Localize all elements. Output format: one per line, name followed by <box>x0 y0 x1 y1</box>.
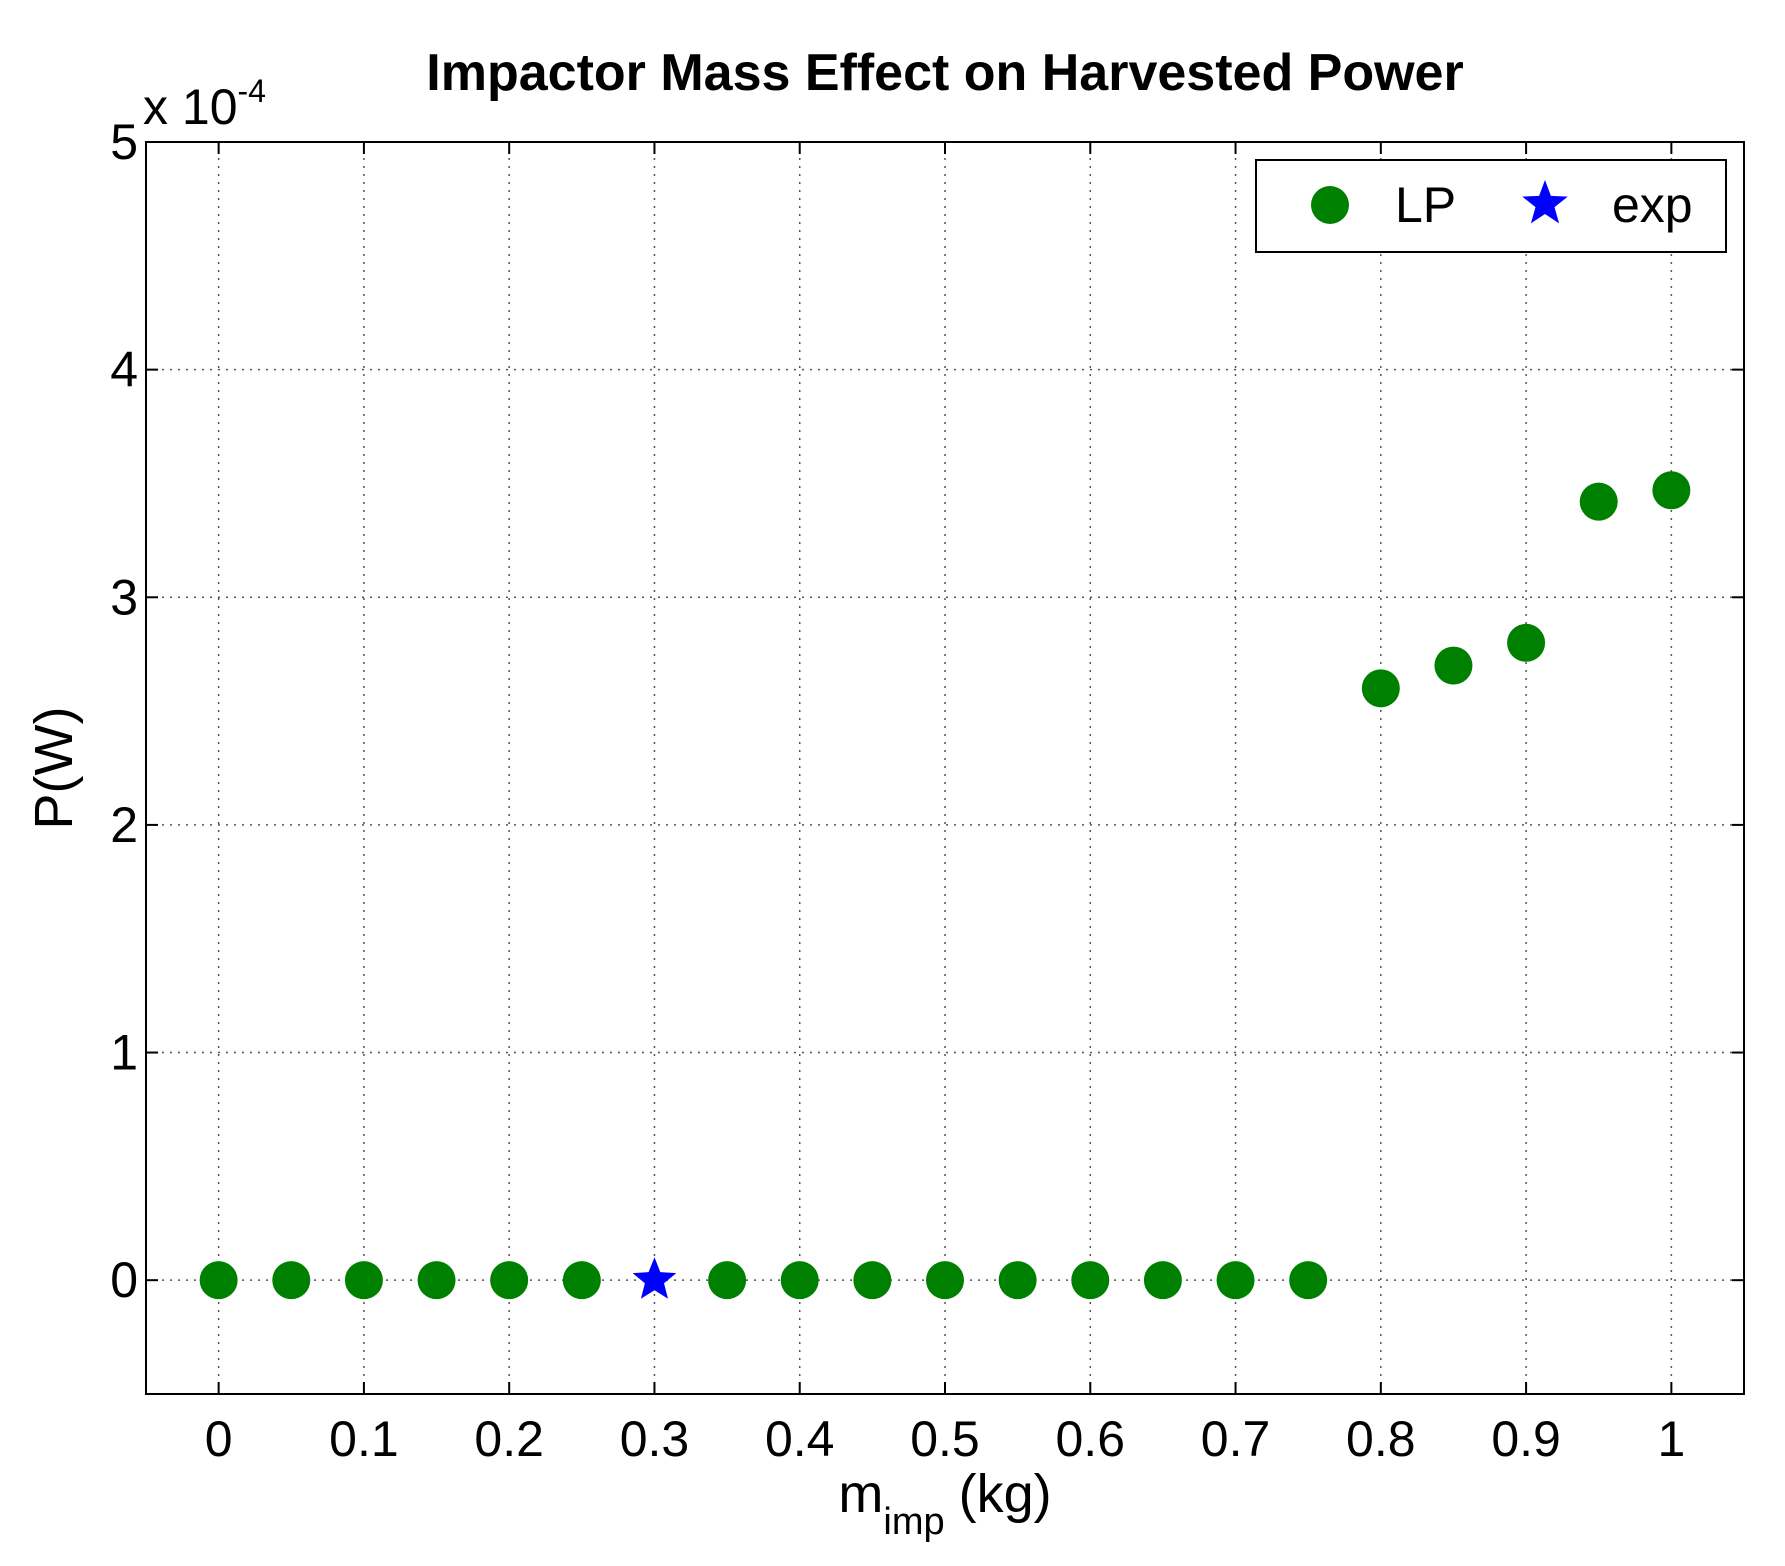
data-point-lp <box>199 1261 238 1300</box>
x-tick-label: 0.3 <box>620 1411 690 1467</box>
x-tick-label: 0.4 <box>765 1411 835 1467</box>
y-multiplier-base: x 10 <box>143 79 238 135</box>
data-point-lp <box>490 1261 529 1300</box>
data-point-lp <box>1579 482 1618 521</box>
data-point-lp <box>998 1261 1037 1300</box>
x-tick-label: 1 <box>1657 1411 1685 1467</box>
data-point-lp <box>562 1261 601 1300</box>
x-tick-label: 0.5 <box>910 1411 980 1467</box>
y-tick-label: 0 <box>110 1252 138 1308</box>
chart-title: Impactor Mass Effect on Harvested Power <box>426 44 1463 102</box>
data-point-lp <box>708 1261 747 1300</box>
data-point-lp <box>1434 646 1473 685</box>
data-markers <box>199 471 1691 1300</box>
data-point-lp <box>1071 1261 1110 1300</box>
data-point-exp <box>632 1257 677 1299</box>
grid-lines <box>146 141 1744 1394</box>
y-tick-label: 3 <box>110 569 138 625</box>
x-tick-label: 0.7 <box>1201 1411 1271 1467</box>
y-multiplier-exponent: -4 <box>238 73 266 109</box>
data-point-lp <box>272 1261 311 1300</box>
x-tick-label: 0 <box>205 1411 233 1467</box>
y-tick-label: 4 <box>110 342 138 398</box>
x-tick-label: 0.1 <box>329 1411 399 1467</box>
data-point-lp <box>1507 623 1546 662</box>
legend-lp-label: LP <box>1395 177 1456 233</box>
y-axis-label: P(W) <box>24 707 84 830</box>
y-tick-label: 5 <box>110 114 138 170</box>
data-point-lp <box>1289 1261 1328 1300</box>
x-tick-label: 0.2 <box>474 1411 544 1467</box>
data-point-lp <box>344 1261 383 1300</box>
data-point-lp <box>780 1261 819 1300</box>
y-tick-label: 1 <box>110 1025 138 1081</box>
data-point-lp <box>1216 1261 1255 1300</box>
axis-ticks: 0 0.1 0.2 0.3 0.4 0.5 0.6 0.7 0.8 0.9 1 0 1 2 3 4 5 <box>110 114 1744 1467</box>
data-point-lp <box>417 1261 456 1300</box>
legend-exp-marker <box>1522 180 1568 224</box>
data-point-lp <box>853 1261 892 1300</box>
x-label-unit: (kg) <box>959 1464 1052 1524</box>
legend-lp-marker <box>1311 186 1349 224</box>
plot-area-frame <box>145 141 1745 1395</box>
x-tick-label: 0.8 <box>1346 1411 1416 1467</box>
data-point-lp <box>1652 471 1691 510</box>
data-point-lp <box>926 1261 964 1300</box>
x-label-base: m <box>838 1464 883 1524</box>
data-point-lp <box>1143 1261 1182 1300</box>
x-label-subscript: imp <box>883 1501 944 1543</box>
x-tick-label: 0.9 <box>1491 1411 1561 1467</box>
x-tick-label: 0.6 <box>1056 1411 1126 1467</box>
legend-exp-label: exp <box>1612 177 1693 233</box>
data-point-lp <box>1361 669 1400 708</box>
y-axis-multiplier: x 10-4 <box>143 73 266 135</box>
legend: LP exp <box>1255 159 1727 253</box>
y-tick-label: 2 <box>110 797 138 853</box>
x-axis-label: mimp (kg) <box>838 1464 1051 1543</box>
